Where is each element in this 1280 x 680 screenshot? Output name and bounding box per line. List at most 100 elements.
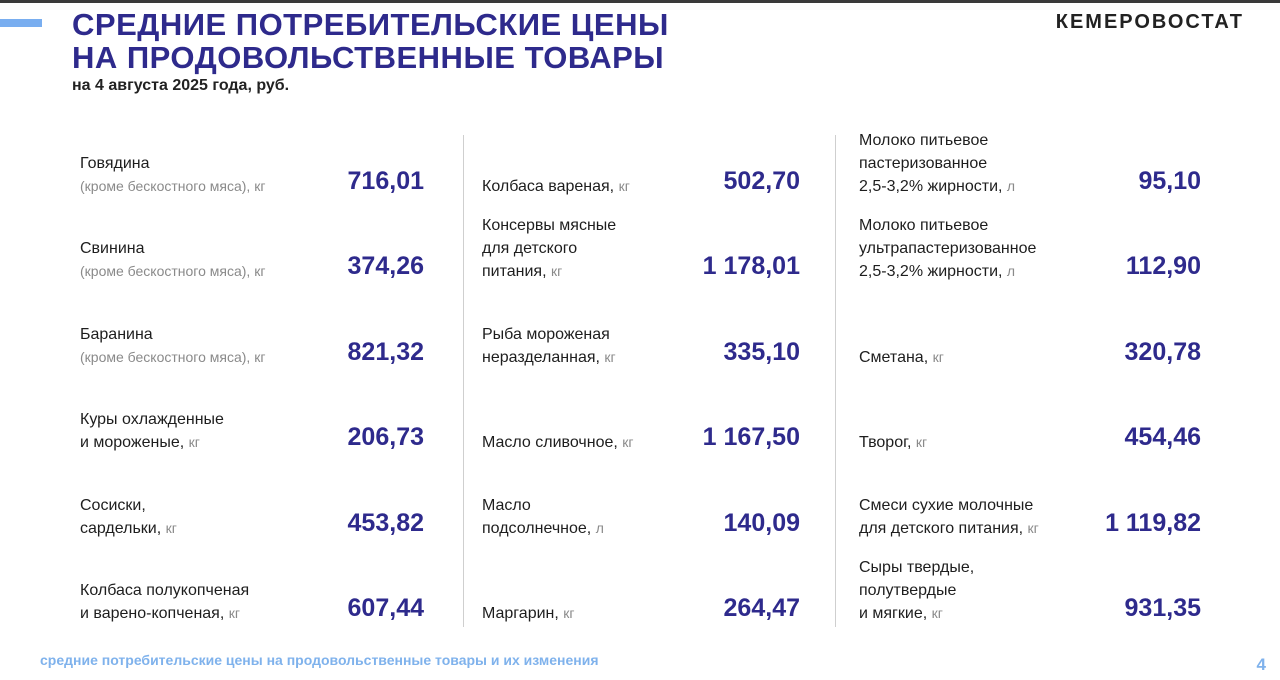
product-name: Баранина (кроме бескостного мяса), кг <box>80 323 265 369</box>
product-note: (кроме бескостного мяса), кг <box>80 263 266 279</box>
unit-label: кг <box>618 177 630 194</box>
price-value: 374,26 <box>347 252 424 280</box>
price-value: 931,35 <box>1124 594 1201 622</box>
price-item: Свинина (кроме бескостного мяса), кг 374,2… <box>80 208 424 294</box>
price-value: 264,47 <box>723 594 800 622</box>
product-name: Смеси сухие молочные для детского питания… <box>859 494 1039 540</box>
unit-label: кг <box>550 263 563 279</box>
product-name-text: полутвердые <box>859 582 957 599</box>
product-name-line: и варено-копченая, кг <box>80 602 249 625</box>
footer-text: средние потребительские цены на продовол… <box>40 652 599 668</box>
price-value: 206,73 <box>347 423 424 451</box>
product-name-line: Сосиски, <box>80 494 177 517</box>
price-item: Консервы мясные для детского питания, кг 1 … <box>482 208 800 294</box>
price-value: 95,10 <box>1138 166 1201 195</box>
product-name-line: 2,5-3,2% жирности, л <box>859 175 1015 198</box>
product-name-text: сардельки, <box>80 519 162 537</box>
product-name-line: ультрапастеризованное <box>859 237 1036 260</box>
product-name-line: пастеризованное <box>859 152 1015 175</box>
price-value: 607,44 <box>347 594 424 622</box>
unit-label: кг <box>563 605 575 621</box>
price-item: Молоко питьевое ультрапастеризованное 2,5-… <box>859 208 1201 294</box>
product-name-line: Маргарин, кг <box>482 602 575 625</box>
page-title: СРЕДНИЕ ПОТРЕБИТЕЛЬСКИЕ ЦЕНЫ НА ПРОДОВОЛЬ… <box>72 7 669 75</box>
product-name-text: Колбаса полукопченая <box>80 582 250 599</box>
unit-label: кг <box>931 605 943 621</box>
product-name-line: для детского питания, кг <box>859 517 1039 540</box>
product-name-text: Творог, <box>859 434 912 451</box>
product-name-text: Масло <box>482 496 531 514</box>
accent-bar <box>0 19 42 27</box>
price-item: Молоко питьевое пастеризованное 2,5-3,2% ж… <box>859 122 1201 208</box>
price-item: Масло подсолнечное, л 140,09 <box>482 464 800 550</box>
product-name: Консервы мясные для детского питания, кг <box>482 214 616 283</box>
price-item: Говядина (кроме бескостного мяса), кг 716,… <box>80 122 424 208</box>
price-value: 112,90 <box>1125 252 1201 280</box>
product-name: Сосиски, сардельки, кг <box>80 494 177 540</box>
price-value: 140,09 <box>723 508 800 537</box>
unit-label: кг <box>1027 519 1039 536</box>
product-name-line: питания, кг <box>482 260 616 283</box>
unit-label: кг <box>188 434 200 450</box>
product-name: Творог, кг <box>859 431 927 454</box>
price-item: Колбаса полукопченая и варено-копченая, к… <box>80 550 424 636</box>
product-name: Масло сливочное, кг <box>482 431 634 454</box>
product-name-line: сардельки, кг <box>80 517 177 540</box>
product-name-line: Колбаса вареная, кг <box>482 175 630 198</box>
product-name: Говядина (кроме бескостного мяса), кг <box>80 152 265 198</box>
product-name-line: Масло сливочное, кг <box>482 431 634 454</box>
product-name-text: и мягкие, <box>859 605 928 622</box>
unit-label: кг <box>604 348 616 365</box>
product-name: Свинина (кроме бескостного мяса), кг <box>80 237 265 283</box>
product-name-text: и мороженые, <box>80 434 185 451</box>
price-value: 453,82 <box>347 508 424 537</box>
unit-label: л <box>1006 263 1016 279</box>
product-name-text: Смеси сухие молочные <box>859 496 1034 514</box>
product-name-line: 2,5-3,2% жирности, л <box>859 260 1036 283</box>
product-name: Колбаса вареная, кг <box>482 175 630 198</box>
price-value: 454,46 <box>1124 423 1201 451</box>
unit-label: л <box>595 519 604 536</box>
price-item: Сосиски, сардельки, кг 453,82 <box>80 464 424 550</box>
product-name-line: Сметана, кг <box>859 346 944 369</box>
product-name: Колбаса полукопченая и варено-копченая, к… <box>80 579 249 625</box>
product-name-text: Молоко питьевое <box>859 131 989 149</box>
product-name-text: Рыба мороженая <box>482 325 610 343</box>
price-item: Рыба мороженая неразделанная, кг 335,10 <box>482 293 800 379</box>
unit-label: кг <box>932 348 944 365</box>
product-name-line: неразделанная, кг <box>482 346 616 369</box>
product-name-text: пастеризованное <box>859 154 988 172</box>
product-name: Куры охлажденные и мороженые, кг <box>80 408 224 454</box>
product-name-text: для детского <box>482 240 578 257</box>
product-name-line: Консервы мясные <box>482 214 616 237</box>
product-name-text: Сосиски, <box>80 496 146 514</box>
product-name-text: для детского питания, <box>859 519 1024 537</box>
product-name-line: и мягкие, кг <box>859 602 974 625</box>
column-divider <box>835 135 836 627</box>
page-number: 4 <box>1256 655 1266 674</box>
product-name-line: Масло <box>482 494 604 517</box>
product-name: Молоко питьевое пастеризованное 2,5-3,2% ж… <box>859 129 1015 198</box>
product-name-line: Говядина <box>80 152 265 175</box>
product-name-line: Баранина <box>80 323 265 346</box>
price-item: Сыры твердые, полутвердые и мягкие, кг 931,… <box>859 550 1201 636</box>
price-value: 1 119,82 <box>1105 508 1201 537</box>
product-name-line: Молоко питьевое <box>859 129 1015 152</box>
product-name-text: ультрапастеризованное <box>859 240 1037 257</box>
price-item: Куры охлажденные и мороженые, кг 206,73 <box>80 379 424 465</box>
product-name-line: Молоко питьевое <box>859 214 1036 237</box>
product-name: Масло подсолнечное, л <box>482 494 604 540</box>
price-value: 821,32 <box>347 337 424 366</box>
price-value: 335,10 <box>723 337 800 366</box>
price-value: 320,78 <box>1124 337 1201 366</box>
product-name-line: для детского <box>482 237 616 260</box>
product-note: (кроме бескостного мяса), кг <box>80 177 266 194</box>
product-name-text: Масло сливочное, <box>482 434 618 451</box>
unit-label: кг <box>228 605 240 621</box>
product-name-text: Консервы мясные <box>482 217 617 234</box>
price-value: 502,70 <box>723 166 800 195</box>
product-note: (кроме бескостного мяса), кг <box>80 348 266 365</box>
price-column-dairy: Молоко питьевое пастеризованное 2,5-3,2% ж… <box>859 122 1201 635</box>
product-name-line: Сыры твердые, <box>859 556 974 579</box>
unit-label: кг <box>165 519 177 536</box>
